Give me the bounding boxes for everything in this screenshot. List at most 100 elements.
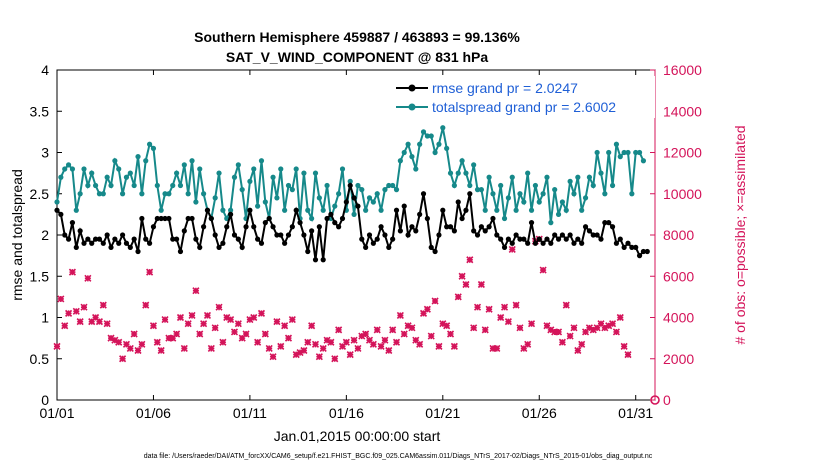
obs-assimilated-marker [551, 328, 559, 336]
obs-assimilated-marker [435, 342, 443, 350]
obs-assimilated-marker [273, 318, 281, 326]
obs-assimilated-marker [500, 303, 509, 311]
totalspread-series-point [440, 125, 446, 131]
x-tick-label: 01/16 [329, 405, 364, 421]
obs-assimilated-marker [292, 351, 300, 359]
totalspread-series-point [150, 145, 157, 151]
obs-assimilated-marker [265, 344, 273, 353]
obs-assimilated-marker [304, 338, 312, 346]
obs-assimilated-marker [223, 313, 231, 322]
obs-assimilated-marker [558, 338, 566, 346]
obs-assimilated-marker [111, 336, 119, 344]
obs-assimilated-marker [570, 324, 578, 332]
totalspread-series-point [100, 191, 106, 197]
obs-assimilated-marker [470, 324, 478, 332]
totalspread-series-point [494, 207, 500, 213]
rmse-series-point [73, 244, 79, 250]
totalspread-series-point [432, 149, 438, 156]
obs-assimilated-marker [257, 309, 266, 317]
rmse-series-point [255, 236, 261, 242]
totalspread-series-point [409, 154, 415, 160]
rmse-series-point [575, 236, 581, 242]
rmse-series-point [216, 244, 222, 250]
totalspread-series-point [505, 195, 511, 201]
rmse-series-point [636, 253, 643, 259]
totalspread-series-point [158, 207, 164, 213]
rmse-series-point [201, 224, 207, 230]
rmse-series-point [243, 224, 249, 230]
obs-assimilated-marker [585, 324, 593, 332]
totalspread-series-point [455, 170, 461, 176]
obs-assimilated-marker [76, 318, 84, 326]
totalspread-series-point [135, 154, 141, 160]
rmse-series-point [309, 228, 315, 234]
obs-assimilated-marker [269, 353, 277, 361]
rmse-series-point [413, 228, 419, 234]
totalspread-series-point [582, 195, 589, 201]
totalspread-series-point [633, 149, 639, 156]
rmse-series-point [320, 257, 326, 263]
obs-assimilated-marker [466, 256, 474, 264]
obs-assimilated-marker [319, 344, 327, 353]
totalspread-series-point [212, 195, 218, 201]
rmse-series-point [555, 236, 562, 242]
obs-assimilated-marker [608, 320, 617, 328]
rmse-series-point [181, 228, 187, 234]
obs-assimilated-marker [138, 340, 146, 348]
obs-assimilated-marker [365, 336, 374, 344]
obs-assimilated-marker [493, 344, 501, 353]
totalspread-series-point [255, 203, 261, 209]
obs-assimilated-marker [165, 334, 173, 342]
rmse-series-point [629, 244, 635, 250]
obs-assimilated-marker [443, 322, 451, 330]
left-axis-label: rmse and totalspread [9, 169, 25, 301]
rmse-series-point [540, 240, 546, 246]
rmse-series-point [621, 244, 627, 250]
totalspread-series-point [594, 149, 600, 156]
chart-title: Southern Hemisphere 459887 / 463893 = 99… [194, 29, 520, 45]
totalspread-series-point [62, 166, 68, 172]
right-y-tick-label: 16000 [663, 62, 702, 78]
obs-assimilated-marker [311, 340, 320, 348]
totalspread-series-point [467, 182, 473, 189]
totalspread-series-point [359, 187, 365, 193]
totalspread-series-point [621, 149, 627, 156]
rmse-series-point [517, 236, 523, 242]
rmse-series-point [536, 236, 542, 242]
rmse-series-point [374, 236, 380, 242]
obs-assimilated-marker [462, 280, 470, 289]
totalspread-series-point [262, 199, 268, 205]
totalspread-series-point [312, 170, 319, 176]
obs-assimilated-marker [504, 318, 512, 326]
obs-assimilated-marker [450, 342, 458, 350]
rmse-series-point [444, 224, 450, 230]
obs-assimilated-marker [427, 332, 435, 340]
obs-assimilated-marker [323, 336, 331, 344]
obs-assimilated-marker [119, 355, 127, 363]
rmse-series-point [590, 232, 596, 238]
totalspread-series-point [320, 207, 326, 213]
obs-assimilated-marker [574, 346, 582, 355]
rmse-series-point [123, 240, 130, 246]
totalspread-series-point [590, 182, 596, 189]
obs-assimilated-marker [161, 315, 169, 324]
rmse-series-point [212, 232, 218, 238]
chart-subtitle: SAT_V_WIND_COMPONENT @ 831 hPa [226, 49, 489, 65]
totalspread-series-point [58, 174, 64, 180]
obs-assimilated-marker [601, 324, 609, 332]
totalspread-series-point [197, 166, 203, 172]
totalspread-series-point [301, 170, 307, 176]
obs-assimilated-marker [288, 315, 296, 324]
obs-assimilated-marker [362, 330, 370, 338]
obs-assimilated-marker [589, 326, 597, 334]
rmse-series-point [359, 236, 365, 242]
totalspread-series-point [390, 182, 396, 189]
rmse-series-point [513, 232, 519, 238]
obs-assimilated-marker [327, 338, 335, 346]
rmse-series-point [108, 244, 114, 250]
left-y-tick-label: 4 [41, 62, 49, 78]
legend-rmse-marker [408, 84, 416, 92]
totalspread-series-point [548, 220, 554, 226]
rmse-series-point [154, 215, 160, 222]
obs-assimilated-marker [61, 322, 69, 330]
